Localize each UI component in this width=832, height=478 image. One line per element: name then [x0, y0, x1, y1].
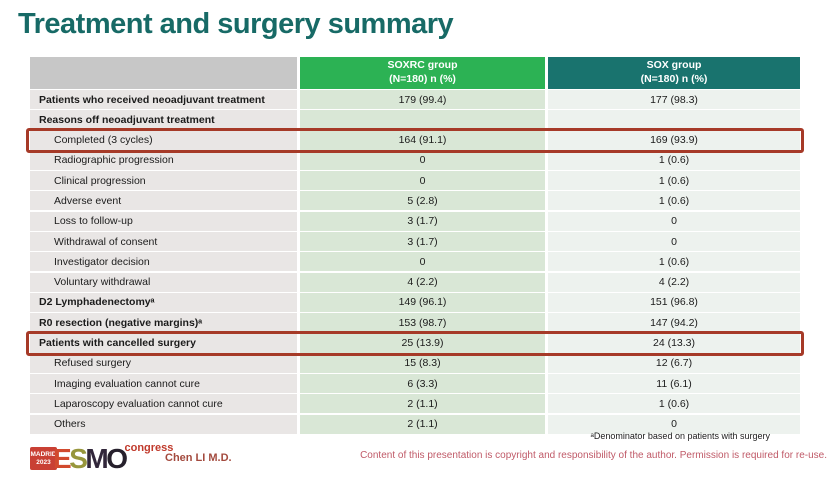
soxrc-group-title: SOXRC group	[387, 59, 458, 72]
soxrc-value: 149 (96.1)	[300, 292, 545, 312]
congress-label: congress	[124, 442, 174, 454]
soxrc-value: 179 (99.4)	[300, 90, 545, 109]
table-row: Clinical progression 0 1 (0.6)	[30, 171, 800, 191]
sox-value: 147 (94.2)	[548, 313, 800, 333]
header-cell-sox: SOX group (N=180) n (%)	[548, 57, 800, 89]
soxrc-value: 5 (2.8)	[300, 191, 545, 211]
sox-value: 1 (0.6)	[548, 171, 800, 191]
soxrc-value: 0	[300, 252, 545, 272]
table-row: D2 Lymphadenectomyᵃ 149 (96.1) 151 (96.8)	[30, 292, 800, 312]
soxrc-value: 6 (3.3)	[300, 374, 545, 394]
esmo-letter-e: E	[53, 443, 72, 474]
sox-value: 12 (6.7)	[548, 353, 800, 373]
sox-value: 1 (0.6)	[548, 394, 800, 414]
sox-value: 4 (2.2)	[548, 272, 800, 292]
sox-value: 169 (93.9)	[548, 130, 800, 150]
soxrc-value	[300, 110, 545, 130]
table-row: Patients with cancelled surgery 25 (13.9)…	[26, 330, 804, 356]
soxrc-group-sub: (N=180) n (%)	[389, 73, 456, 85]
row-label: Adverse event	[30, 191, 297, 211]
table-footnote: ᵃDenominator based on patients with surg…	[590, 431, 770, 441]
madrid-label: MADRID	[30, 451, 57, 459]
esmo-wordmark: ESMO	[53, 443, 128, 474]
header-cell-soxrc: SOXRC group (N=180) n (%)	[300, 57, 545, 89]
soxrc-value: 164 (91.1)	[300, 130, 545, 150]
sox-group-title: SOX group	[646, 59, 702, 72]
esmo-congress-logo: MADRID 2023 ESMO congress	[30, 442, 173, 473]
table-row: Refused surgery 15 (8.3) 12 (6.7)	[30, 353, 800, 373]
table-row: Withdrawal of consent 3 (1.7) 0	[30, 232, 800, 252]
table-row: Imaging evaluation cannot cure 6 (3.3) 11 …	[30, 374, 800, 394]
table-row: Voluntary withdrawal 4 (2.2) 4 (2.2)	[30, 272, 800, 292]
sox-value: 11 (6.1)	[548, 374, 800, 394]
table-row: Patients who received neoadjuvant treatm…	[30, 90, 800, 109]
soxrc-value: 2 (1.1)	[300, 394, 545, 414]
row-label: Patients with cancelled surgery	[30, 333, 297, 353]
table-row: Completed (3 cycles) 164 (91.1) 169 (93.9)	[26, 127, 804, 153]
soxrc-value: 153 (98.7)	[300, 313, 545, 333]
soxrc-value: 15 (8.3)	[300, 353, 545, 373]
soxrc-value: 2 (1.1)	[300, 414, 545, 434]
row-label: Refused surgery	[30, 353, 297, 373]
soxrc-value: 0	[300, 171, 545, 191]
sox-value: 1 (0.6)	[548, 252, 800, 272]
esmo-letter-s: S	[69, 443, 88, 474]
esmo-letter-m: M	[85, 443, 108, 474]
row-label: Investigator decision	[30, 252, 297, 272]
madrid-year: 2023	[36, 458, 51, 466]
author-name: Chen LI M.D.	[165, 452, 232, 464]
table-body: Patients who received neoadjuvant treatm…	[26, 90, 804, 434]
row-label: Loss to follow-up	[30, 211, 297, 231]
row-label: Reasons off neoadjuvant treatment	[30, 110, 297, 130]
row-label: Others	[30, 414, 297, 434]
row-label: Laparoscopy evaluation cannot cure	[30, 394, 297, 414]
row-label: Voluntary withdrawal	[30, 272, 297, 292]
table-header-row: SOXRC group (N=180) n (%) SOX group (N=1…	[30, 57, 800, 89]
row-label: Imaging evaluation cannot cure	[30, 374, 297, 394]
table-row: Reasons off neoadjuvant treatment	[30, 110, 800, 130]
row-label: R0 resection (negative margins)ᵃ	[30, 313, 297, 333]
esmo-letter-o: O	[106, 443, 128, 474]
row-label: Radiographic progression	[30, 150, 297, 170]
sox-value: 24 (13.3)	[548, 333, 800, 353]
sox-group-sub: (N=180) n (%)	[640, 73, 708, 85]
table-row: Investigator decision 0 1 (0.6)	[30, 252, 800, 272]
sox-value: 0	[548, 414, 800, 434]
row-label: Patients who received neoadjuvant treatm…	[30, 90, 297, 109]
row-label: Withdrawal of consent	[30, 232, 297, 252]
sox-value: 177 (98.3)	[548, 90, 800, 109]
soxrc-value: 25 (13.9)	[300, 333, 545, 353]
sox-value: 1 (0.6)	[548, 191, 800, 211]
copyright-notice: Content of this presentation is copyrigh…	[360, 450, 827, 461]
table-row: Others 2 (1.1) 0	[30, 414, 800, 434]
table-row: Radiographic progression 0 1 (0.6)	[30, 150, 800, 170]
sox-value: 0	[548, 211, 800, 231]
soxrc-value: 3 (1.7)	[300, 211, 545, 231]
soxrc-value: 0	[300, 150, 545, 170]
madrid-2023-badge: MADRID 2023	[30, 447, 57, 470]
sox-value	[548, 110, 800, 130]
table-row: Adverse event 5 (2.8) 1 (0.6)	[30, 191, 800, 211]
page-title: Treatment and surgery summary	[18, 8, 454, 40]
soxrc-value: 3 (1.7)	[300, 232, 545, 252]
table-row: Laparoscopy evaluation cannot cure 2 (1.1…	[30, 394, 800, 414]
sox-value: 1 (0.6)	[548, 150, 800, 170]
row-label: Completed (3 cycles)	[30, 130, 297, 150]
table-row: R0 resection (negative margins)ᵃ 153 (98.…	[30, 313, 800, 333]
header-cell-empty	[30, 57, 297, 89]
row-label: D2 Lymphadenectomyᵃ	[30, 292, 297, 312]
soxrc-value: 4 (2.2)	[300, 272, 545, 292]
row-label: Clinical progression	[30, 171, 297, 191]
table-row: Loss to follow-up 3 (1.7) 0	[30, 211, 800, 231]
sox-value: 151 (96.8)	[548, 292, 800, 312]
summary-table: SOXRC group (N=180) n (%) SOX group (N=1…	[26, 57, 804, 435]
sox-value: 0	[548, 232, 800, 252]
